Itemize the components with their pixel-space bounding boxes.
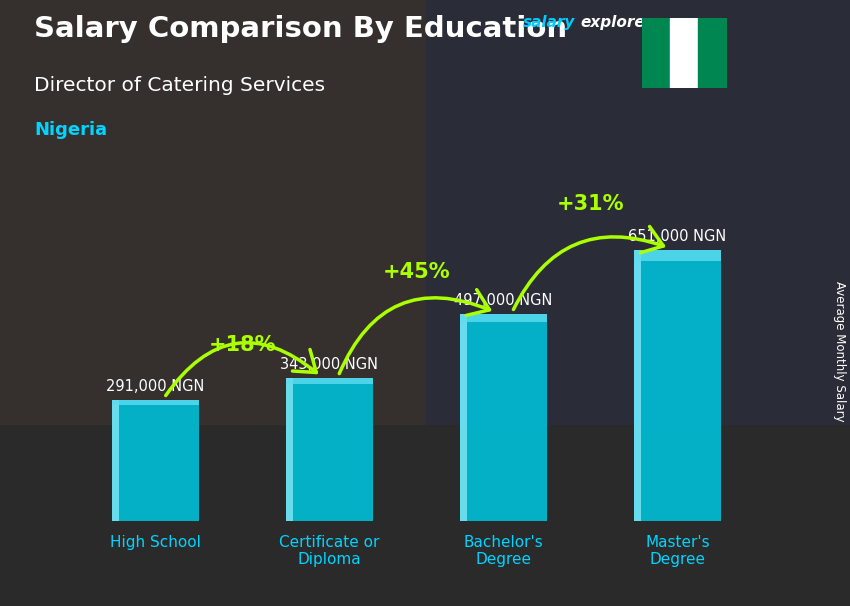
Text: Salary Comparison By Education: Salary Comparison By Education <box>34 15 567 43</box>
Bar <box>634 250 721 261</box>
Bar <box>286 378 373 384</box>
Bar <box>460 314 547 322</box>
Text: +31%: +31% <box>557 194 624 214</box>
Text: 291,000 NGN: 291,000 NGN <box>106 379 205 394</box>
Bar <box>286 378 293 521</box>
Text: +45%: +45% <box>382 262 450 282</box>
Bar <box>0 0 425 424</box>
FancyArrowPatch shape <box>513 227 664 310</box>
Bar <box>634 250 641 521</box>
FancyArrowPatch shape <box>166 342 316 396</box>
Text: .com: .com <box>650 15 691 30</box>
Text: Nigeria: Nigeria <box>34 121 107 139</box>
Text: 651,000 NGN: 651,000 NGN <box>628 229 727 244</box>
Text: salary: salary <box>523 15 575 30</box>
Bar <box>286 378 373 521</box>
Bar <box>460 314 467 521</box>
Text: Average Monthly Salary: Average Monthly Salary <box>833 281 847 422</box>
Bar <box>112 400 119 521</box>
Text: explorer: explorer <box>581 15 653 30</box>
Bar <box>425 0 850 424</box>
Text: 497,000 NGN: 497,000 NGN <box>455 293 552 308</box>
Text: +18%: +18% <box>209 335 276 355</box>
Text: 343,000 NGN: 343,000 NGN <box>280 358 378 373</box>
Bar <box>642 18 670 88</box>
Bar <box>670 18 699 88</box>
Bar <box>112 400 199 405</box>
Text: Director of Catering Services: Director of Catering Services <box>34 76 325 95</box>
Bar <box>699 18 727 88</box>
FancyArrowPatch shape <box>339 290 490 374</box>
Bar <box>634 250 721 521</box>
Bar <box>112 400 199 521</box>
Bar <box>460 314 547 521</box>
